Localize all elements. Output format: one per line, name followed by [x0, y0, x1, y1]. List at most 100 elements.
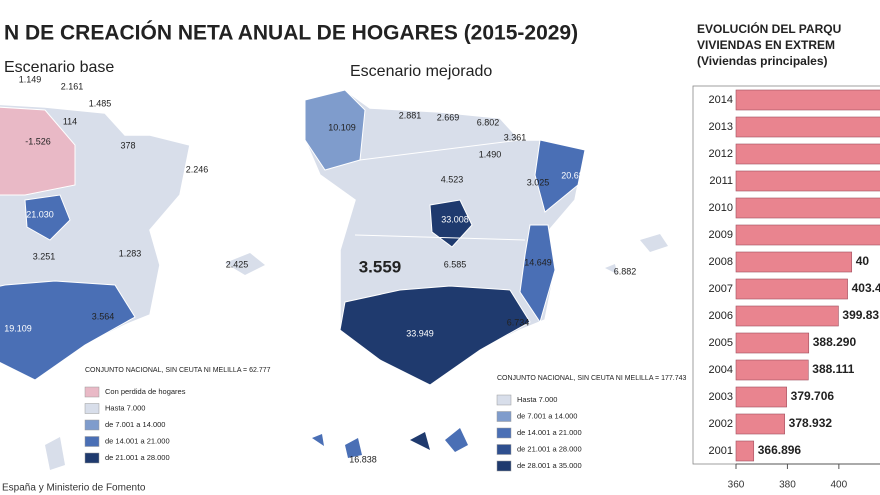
y-tick-label: 2009 [709, 229, 733, 241]
island [410, 432, 430, 450]
y-tick-label: 2004 [709, 364, 733, 376]
region-label: 19.109 [4, 323, 32, 333]
region-label: 1.485 [89, 98, 112, 108]
x-tick-label: 380 [779, 480, 796, 491]
region-label: 2.881 [399, 110, 422, 120]
region-label: 4.523 [441, 174, 464, 184]
value-label: 399.83 [842, 308, 879, 322]
region [0, 280, 136, 381]
y-tick-label: 2002 [709, 418, 733, 430]
island [640, 234, 668, 252]
value-label: 379.706 [791, 389, 835, 403]
legend-label: de 14.001 a 21.000 [517, 428, 582, 437]
total-note: CONJUNTO NACIONAL, SIN CEUTA NI MELILLA … [85, 367, 271, 374]
region-label: 33.008 [441, 214, 469, 224]
region-label: 6.882 [614, 266, 637, 276]
y-tick-label: 2008 [709, 256, 733, 268]
bar [735, 170, 880, 192]
bar [735, 332, 810, 354]
region-label: 2.161 [61, 81, 84, 91]
region-label: 6.734 [507, 317, 530, 327]
value-label: 40 [856, 254, 870, 268]
map-subtitle: Escenario mejorado [350, 63, 492, 80]
y-tick-label: 2010 [709, 202, 733, 214]
bar [735, 413, 785, 435]
bar [735, 251, 853, 273]
value-label: 388.111 [812, 362, 854, 376]
legend-label: Con perdida de hogares [105, 387, 186, 396]
bar [735, 89, 880, 111]
island [445, 428, 468, 452]
bar [735, 359, 809, 381]
value-label: 403.4 [852, 281, 880, 295]
region-label: 2.425 [226, 259, 249, 269]
bar [735, 116, 880, 138]
island [605, 264, 617, 274]
region-label: 3.251 [33, 251, 56, 261]
map [304, 89, 668, 458]
legend-label: de 7.001 a 14.000 [517, 411, 577, 420]
y-tick-label: 2007 [709, 283, 733, 295]
region [0, 106, 76, 196]
chart-title: VIVIENDAS EN EXTREM [697, 38, 835, 52]
region-label: 2.669 [437, 112, 460, 122]
legend-label: de 14.001 a 21.000 [105, 436, 170, 445]
island [312, 434, 324, 446]
region-label: 20.680 [561, 170, 589, 180]
region-label: 14.649 [524, 257, 552, 267]
chart-subtitle: (Viviendas principales) [697, 54, 828, 68]
border [359, 139, 521, 161]
y-tick-label: 2013 [709, 121, 733, 133]
total-note: CONJUNTO NACIONAL, SIN CEUTA NI MELILLA … [497, 375, 686, 382]
region-label: 1.283 [119, 248, 142, 258]
region-label: 3.361 [504, 132, 527, 142]
region-label: 16.838 [349, 454, 377, 464]
bar [735, 386, 787, 408]
island [345, 438, 362, 458]
region-label: 1.490 [479, 149, 502, 159]
region-label: 378 [120, 140, 135, 150]
region [24, 194, 71, 241]
legend-label: de 28.001 a 35.000 [517, 461, 582, 470]
source: España y Ministerio de Fomento [2, 483, 146, 494]
legend-swatch [84, 452, 100, 464]
map [0, 103, 265, 470]
bar [735, 224, 880, 246]
legend-label: Hasta 7.000 [105, 403, 145, 412]
y-tick-label: 2012 [709, 148, 733, 160]
region-label: -1.526 [25, 136, 51, 146]
bar [735, 143, 880, 165]
region-label: 6.802 [477, 117, 500, 127]
region [519, 224, 556, 324]
bar [735, 440, 755, 462]
value-label: 378.932 [789, 416, 833, 430]
y-tick-label: 2011 [709, 175, 733, 187]
legend-swatch [496, 427, 512, 439]
value-label: 366.896 [758, 443, 802, 457]
region-label: 33.949 [406, 328, 434, 338]
y-tick-label: 2005 [709, 337, 733, 349]
legend-swatch [496, 394, 512, 406]
bar-chart: 360 380 400 2014 2013 2012 2011 2010 2009 2008 40 2… [692, 85, 880, 491]
bar [735, 197, 880, 219]
region-label: 3.564 [92, 311, 115, 321]
x-tick-label: 360 [728, 480, 745, 491]
region [534, 139, 586, 213]
legend-swatch [84, 403, 100, 414]
legend-swatch [496, 444, 512, 455]
y-tick-label: 2003 [709, 391, 733, 403]
bar [735, 278, 848, 300]
region [339, 285, 531, 386]
bar [735, 305, 839, 327]
legend-swatch [496, 460, 512, 472]
region-label: 2.246 [186, 164, 209, 174]
legend-swatch [84, 386, 100, 398]
island [45, 437, 65, 470]
region [429, 199, 473, 248]
map-subtitle: Escenario base [4, 59, 114, 76]
region-label: 1.149 [19, 74, 42, 84]
y-tick-label: 2001 [709, 445, 733, 457]
chart-title: EVOLUCIÓN DEL PARQU [697, 21, 841, 36]
legend-label: de 21.001 a 28.000 [105, 453, 170, 462]
